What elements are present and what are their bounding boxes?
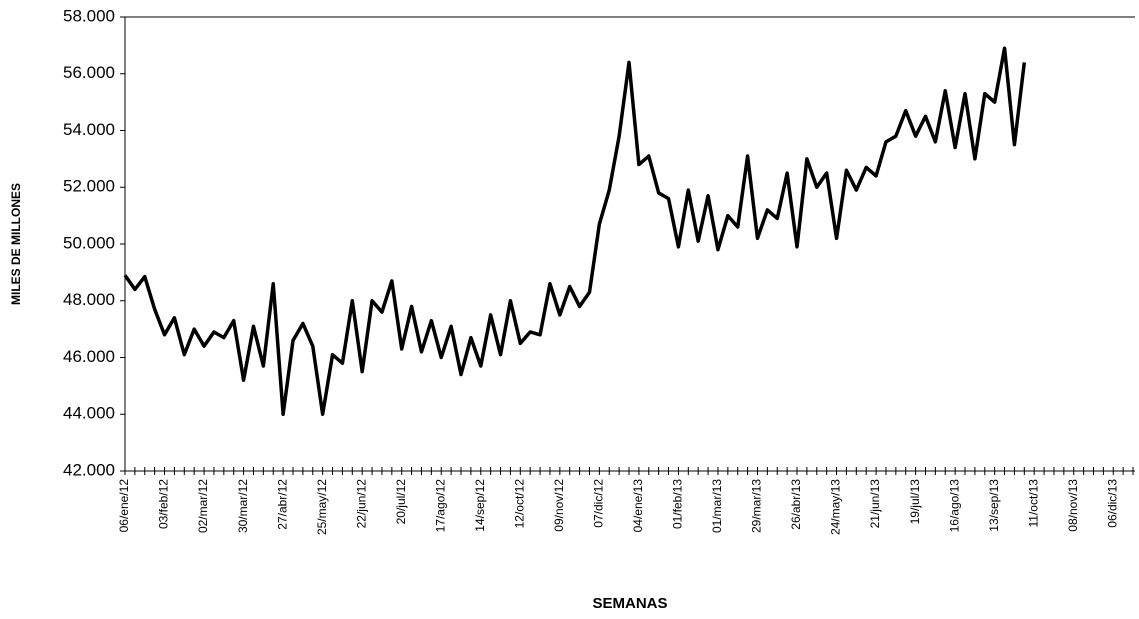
x-tick-label: 06/dic/13 (1105, 479, 1119, 528)
y-tick-label: 54.000 (63, 120, 115, 139)
x-tick-label: 16/ago/13 (947, 479, 961, 533)
y-tick-label: 42.000 (63, 460, 115, 479)
y-tick-label: 58.000 (63, 6, 115, 25)
x-tick-label: 30/mar/12 (236, 479, 250, 533)
data-line (123, 46, 1027, 416)
x-tick-label: 02/mar/12 (196, 479, 210, 533)
y-tick-label: 44.000 (63, 404, 115, 423)
y-tick-label: 50.000 (63, 233, 115, 252)
x-tick-label: 08/nov/13 (1066, 479, 1080, 532)
x-tick-label: 29/mar/13 (750, 479, 764, 533)
x-tick-label: 25/may/12 (315, 479, 329, 535)
x-tick-label: 19/jul/13 (908, 479, 922, 525)
y-tick-label: 48.000 (63, 290, 115, 309)
x-tick-label: 01/mar/13 (710, 479, 724, 533)
x-tick-label: 09/nov/12 (552, 479, 566, 532)
x-tick-label: 21/jun/13 (868, 479, 882, 529)
x-tick-label: 24/may/13 (829, 479, 843, 535)
x-tick-label: 03/feb/12 (157, 479, 171, 529)
y-tick-label: 52.000 (63, 177, 115, 196)
x-tick-label: 04/ene/13 (631, 479, 645, 533)
x-tick-label: 26/abr/13 (789, 479, 803, 530)
x-tick-label: 11/oct/13 (1026, 479, 1040, 528)
x-tick-label: 22/jun/12 (354, 479, 368, 529)
y-tick-label: 56.000 (63, 63, 115, 82)
y-tick-label: 46.000 (63, 347, 115, 366)
x-tick-label: 12/oct/12 (512, 479, 526, 529)
x-tick-label: 14/sep/12 (473, 479, 487, 532)
x-tick-label: 01/feb/13 (671, 479, 685, 529)
x-tick-label: 27/abr/12 (275, 479, 289, 530)
x-tick-label: 13/sep/13 (987, 479, 1001, 532)
x-tick-label: 06/ene/12 (117, 479, 131, 533)
x-tick-label: 20/jul/12 (394, 479, 408, 525)
x-axis-label: SEMANAS (592, 595, 667, 612)
x-tick-label: 17/ago/12 (433, 479, 447, 533)
y-axis-label: MILES DE MILLONES (9, 183, 23, 305)
x-tick-label: 07/dic/12 (592, 479, 606, 528)
